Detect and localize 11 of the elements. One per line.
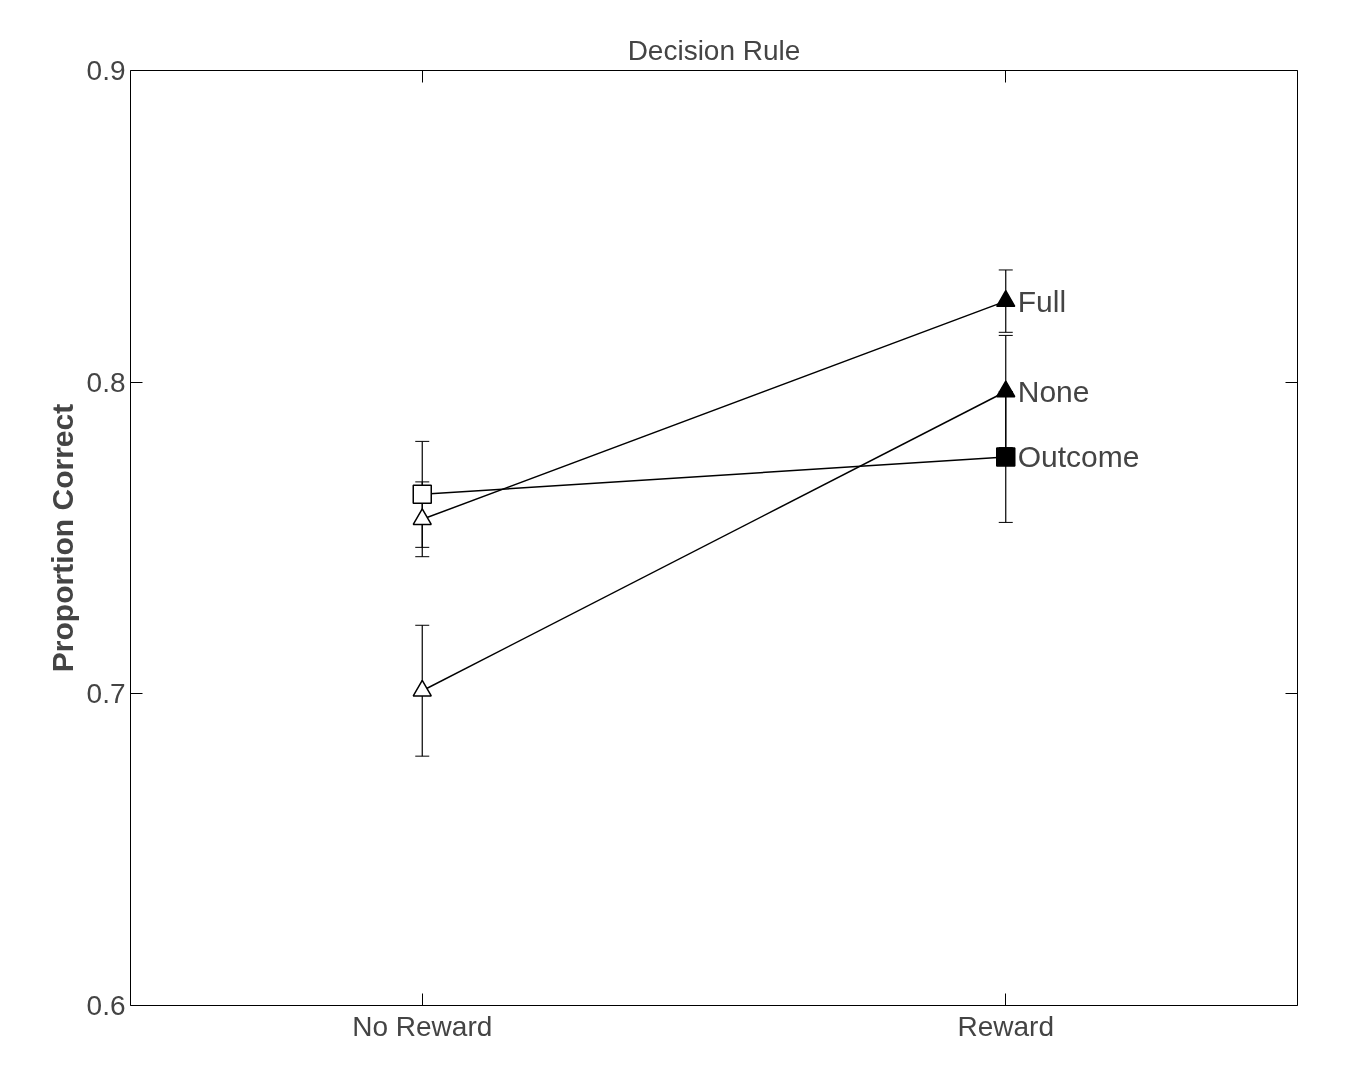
y-tick-label: 0.8 — [86, 366, 126, 398]
x-tick-label: Reward — [957, 1010, 1054, 1042]
series-label: Outcome — [1017, 440, 1140, 474]
x-tick-label: No Reward — [352, 1010, 493, 1042]
chart-title: Decision Rule — [627, 34, 801, 66]
y-tick-label: 0.6 — [86, 990, 126, 1021]
y-tick-label: 0.7 — [86, 678, 126, 710]
series-label: Full — [1017, 284, 1067, 318]
y-axis-title: Proportion Correct — [45, 403, 79, 673]
y-tick-label: 0.9 — [86, 55, 126, 86]
series-label: None — [1017, 375, 1090, 409]
